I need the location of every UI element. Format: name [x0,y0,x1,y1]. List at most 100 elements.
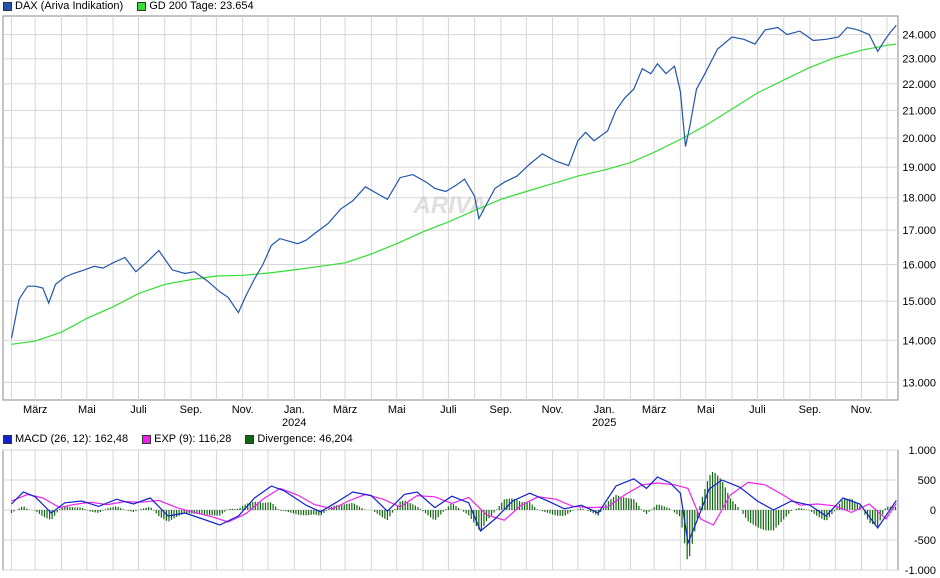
divergence-bar [236,508,239,510]
divergence-bar [216,510,218,516]
divergence-bar [188,510,190,514]
divergence-bar [732,501,734,510]
divergence-bar [109,507,112,510]
divergence-bar [158,510,160,517]
divergence-bar [300,510,302,515]
legend-divergence-label: Divergence: 46,204 [257,433,353,445]
divergence-bar [244,504,246,510]
legend-divergence: Divergence: 46,204 [245,433,353,445]
divergence-bar [854,501,856,510]
divergence-bar [435,510,437,520]
divergence-bar [26,508,28,510]
divergence-bar [117,506,119,510]
price-legend: DAX (Ariva Indikation) GD 200 Tage: 23.6… [3,0,268,12]
divergence-bar [490,510,493,516]
divergence-bar [465,510,467,514]
macd-y-tick-label: 500 [918,475,936,487]
divergence-bar [849,498,851,510]
divergence-bar [856,503,858,510]
divergence-bar [602,508,604,510]
divergence-bar [549,510,551,514]
divergence-bar [681,510,683,528]
divergence-bar [747,510,749,522]
divergence-bar [668,508,670,510]
divergence-bar [813,510,815,514]
price-y-tick-label: 19.000 [902,162,936,174]
divergence-bar [887,506,889,510]
price-y-tick-label: 16.000 [902,260,936,272]
divergence-bar [711,472,714,510]
divergence-bar [546,510,549,513]
divergence-bar [163,510,165,520]
divergence-bar [780,510,782,523]
divergence-bar [59,509,61,510]
x-tick-label: Sep. [799,404,822,416]
divergence-bar [272,503,274,510]
divergence-bar [297,510,300,515]
divergence-bar [551,510,554,515]
divergence-bar [877,510,879,527]
divergence-bar [701,496,704,510]
divergence-bar [846,498,848,510]
divergence-bar [358,506,361,510]
divergence-bar [559,510,561,516]
divergence-bar [94,510,96,513]
divergence-bar [277,509,279,510]
divergence-bar [23,506,25,510]
divergence-bar [772,510,775,531]
divergence-bar [287,510,289,513]
divergence-bar [564,510,566,516]
divergence-bar [74,507,76,510]
divergence-bar [122,509,124,510]
divergence-bar [206,510,208,515]
divergence-bar [211,510,213,516]
divergence-bar [414,505,416,510]
divergence-bar [346,503,348,510]
divergence-bar [209,510,211,516]
divergence-bar [844,498,846,510]
divergence-bar [323,510,325,513]
divergence-bar [518,501,521,510]
divergence-bar [798,508,800,510]
divergence-bar [544,510,546,512]
divergence-bar [374,510,376,512]
divergence-bar [181,510,183,515]
divergence-bar [762,510,764,530]
divergence-bar [521,501,523,510]
divergence-bar [488,510,490,519]
divergence-bar [638,505,640,510]
divergence-bar [18,508,20,510]
divergence-bar [874,510,876,526]
divergence-bar [224,510,226,512]
divergence-bar [409,503,411,510]
divergence-bar [694,510,696,532]
divergence-bar [325,510,328,511]
price-y-tick-label: 15.000 [902,296,936,308]
divergence-bar [308,510,310,516]
divergence-bar [386,510,389,521]
divergence-bar [501,502,503,510]
divergence-bar [259,502,262,510]
divergence-bar [107,508,109,510]
divergence-bar [432,510,434,520]
divergence-bar [587,510,589,511]
exp-signal-line [11,481,897,526]
divergence-bar [709,475,711,510]
divergence-bar [503,499,505,510]
macd-legend: MACD (26, 12): 162,48 EXP (9): 116,28 Di… [3,433,367,445]
divergence-bar [506,499,508,510]
divergence-bar [643,510,645,512]
divergence-bar [871,510,874,525]
divergence-bar [348,503,350,510]
x-tick-label: Jan. [284,404,305,416]
divergence-bar [635,502,637,510]
divergence-bar [430,510,432,518]
price-y-tick-label: 23.000 [902,54,936,66]
macd-panel: 1.000 500 0 -500 -1.000 [2,445,936,577]
legend-macd-swatch [3,434,12,444]
divergence-bar [384,510,386,519]
divergence-bar [214,510,216,516]
divergence-bar [247,503,249,510]
divergence-bar [36,510,38,512]
divergence-bar [356,505,358,510]
